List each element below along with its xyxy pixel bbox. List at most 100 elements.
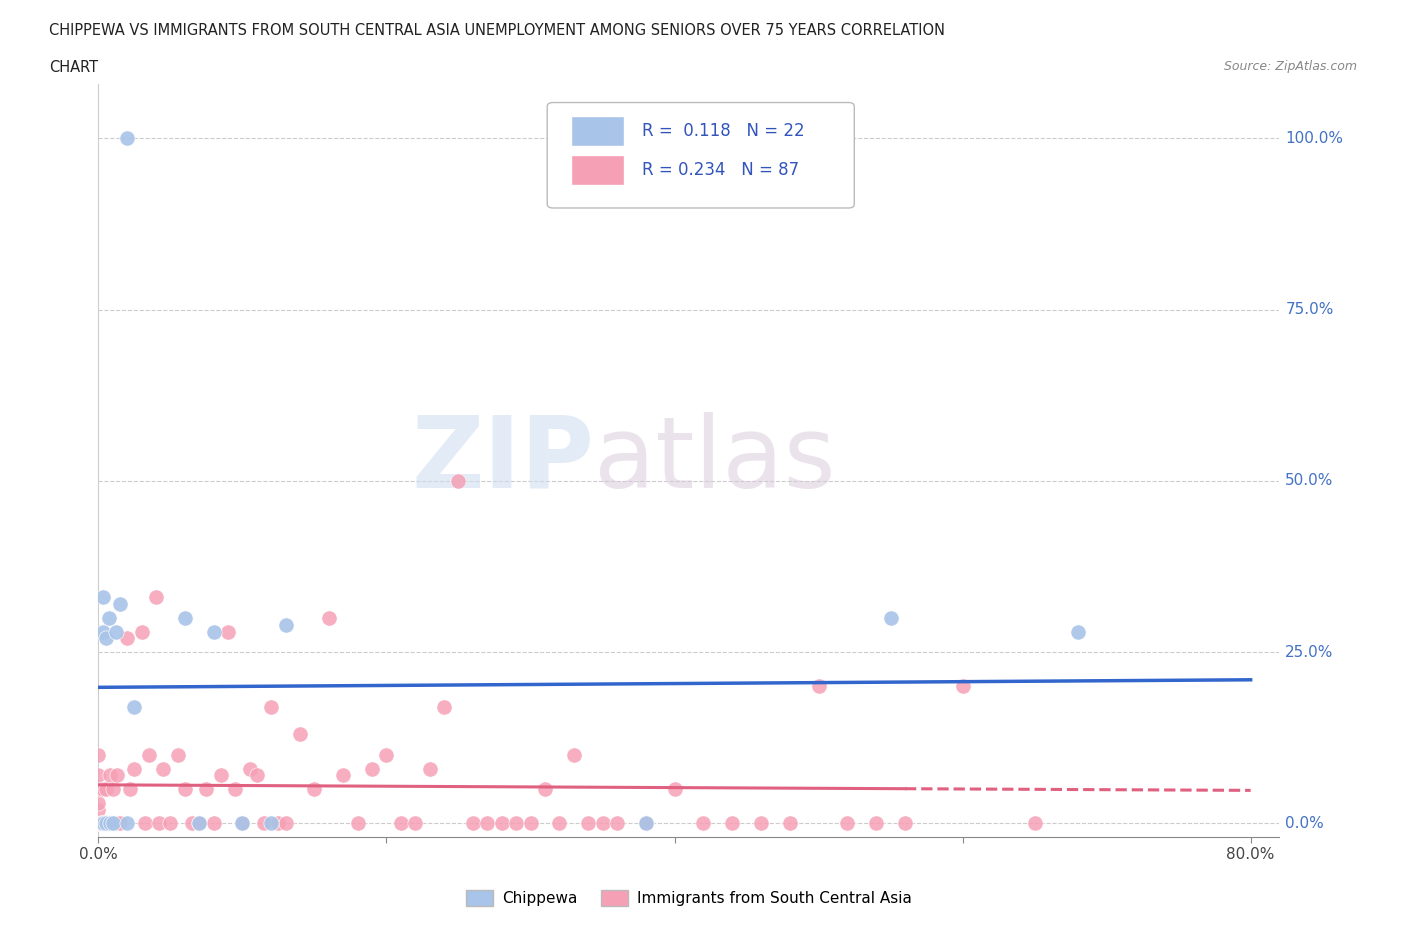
Text: 50.0%: 50.0% [1285,473,1334,488]
Point [274,618,297,632]
Point [145,590,167,604]
Text: Source: ZipAtlas.com: Source: ZipAtlas.com [1223,60,1357,73]
Point [181,816,204,830]
Point [90,816,112,830]
Point [274,816,297,830]
Point [894,816,917,830]
Point [519,816,541,830]
Point [865,816,887,830]
Point [375,748,398,763]
Point [97,610,120,625]
Text: 100.0%: 100.0% [1285,131,1343,146]
Point [447,473,470,488]
Point [120,781,142,796]
Point [91,781,114,796]
Point [634,816,657,830]
Point [217,624,239,639]
Text: 75.0%: 75.0% [1285,302,1334,317]
Point [433,699,456,714]
Point [98,816,121,830]
Point [134,816,156,830]
Point [96,816,118,830]
Point [148,816,170,830]
Point [87,816,110,830]
Point [87,748,110,763]
Point [634,816,657,830]
Point [173,781,195,796]
Point [87,816,110,830]
Point [721,816,744,830]
Point [195,781,218,796]
Point [548,816,571,830]
Text: CHART: CHART [49,60,98,75]
Point [115,631,138,645]
Point [1024,816,1046,830]
Point [108,597,131,612]
Point [1067,624,1090,639]
Point [231,816,253,830]
Point [807,679,830,694]
Point [260,816,283,830]
Point [159,816,181,830]
Point [239,761,262,776]
Point [318,610,340,625]
Point [606,816,628,830]
Point [93,816,115,830]
Point [138,748,160,763]
Point [124,761,146,776]
Point [105,768,128,783]
Text: atlas: atlas [595,412,837,509]
Point [288,727,311,742]
Point [361,761,384,776]
Text: 25.0%: 25.0% [1285,644,1334,659]
Point [246,768,269,783]
Point [534,781,557,796]
Point [419,761,441,776]
Point [94,816,117,830]
Point [104,624,127,639]
Point [505,816,527,830]
Point [87,795,110,810]
Point [562,748,585,763]
Point [202,816,225,830]
Point [131,624,153,639]
Point [477,816,499,830]
Point [91,590,114,604]
FancyBboxPatch shape [571,155,624,185]
Point [90,816,112,830]
Point [87,816,110,830]
Point [231,816,253,830]
Point [87,816,110,830]
Point [837,816,859,830]
Point [879,610,901,625]
Point [152,761,174,776]
Point [260,699,283,714]
Point [98,768,121,783]
Point [779,816,801,830]
Point [304,781,326,796]
Point [664,781,686,796]
Point [87,803,110,817]
Point [346,816,368,830]
Point [108,816,131,830]
Point [332,768,354,783]
Point [100,816,122,830]
Point [87,816,110,830]
FancyBboxPatch shape [547,102,855,208]
Point [166,748,188,763]
Point [101,816,124,830]
Point [94,631,117,645]
Text: ZIP: ZIP [412,412,595,509]
Point [749,816,772,830]
Text: R =  0.118   N = 22: R = 0.118 N = 22 [641,122,804,140]
Legend: Chippewa, Immigrants from South Central Asia: Chippewa, Immigrants from South Central … [460,884,918,912]
Point [91,816,114,830]
Text: 0.0%: 0.0% [1285,816,1324,830]
Point [124,699,146,714]
Point [188,816,211,830]
Point [115,131,138,146]
Point [692,816,714,830]
Point [461,816,484,830]
Point [404,816,426,830]
Point [209,768,232,783]
